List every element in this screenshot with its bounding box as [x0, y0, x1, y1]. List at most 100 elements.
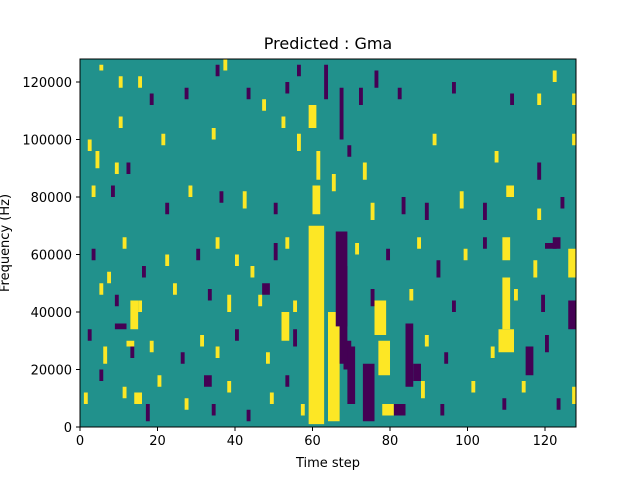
heatmap-cell	[541, 294, 546, 312]
heatmap-cell	[359, 87, 363, 105]
heatmap-cell	[424, 335, 429, 347]
heatmap-cell	[145, 404, 150, 422]
heatmap-cell	[223, 59, 228, 71]
heatmap-cell	[114, 323, 127, 330]
heatmap-cell	[502, 398, 507, 410]
heatmap-cell	[316, 151, 321, 180]
heatmap-cell	[122, 386, 127, 399]
heatmap-cell	[285, 375, 290, 387]
heatmap-cell	[452, 82, 456, 94]
heatmap-cell	[382, 404, 394, 416]
heatmap-cell	[552, 70, 557, 82]
x-tick-label: 120	[533, 434, 558, 449]
heatmap-cell	[246, 87, 251, 100]
heatmap-cell	[533, 260, 538, 278]
heatmap-cell	[572, 386, 577, 404]
heatmap-cell	[211, 128, 216, 140]
heatmap-cell	[149, 340, 154, 353]
heatmap-cell	[401, 197, 406, 215]
heatmap-cell	[281, 116, 286, 128]
heatmap-cell	[138, 300, 143, 312]
heatmap-cell	[537, 208, 542, 220]
heatmap-cell	[262, 283, 270, 295]
heatmap-cell	[180, 352, 185, 364]
y-tick-label: 60000	[31, 249, 72, 264]
y-tick-label: 100000	[22, 134, 72, 149]
heatmap-cell	[118, 76, 123, 88]
x-axis: 0 20 40 60 80 100 120	[76, 427, 558, 449]
heatmap-cell	[250, 266, 255, 278]
heatmap-cell	[393, 404, 406, 416]
heatmap-cell	[269, 392, 274, 404]
heatmap-cell	[281, 312, 290, 341]
chart-title: Predicted : Gma	[264, 34, 392, 53]
heatmap-cell	[556, 398, 561, 410]
x-tick-label: 80	[382, 434, 399, 449]
heatmap-cell	[537, 93, 542, 105]
heatmap-cell	[207, 289, 212, 301]
heatmap-cell	[235, 254, 239, 266]
heatmap-cell	[397, 87, 402, 100]
x-axis-label: Time step	[295, 456, 360, 471]
heatmap-cell	[572, 133, 577, 146]
heatmap-cell	[312, 185, 321, 215]
heatmap-cell	[103, 346, 108, 364]
heatmap-cell	[215, 64, 220, 77]
heatmap-cell	[386, 248, 391, 261]
heatmap-cell	[510, 93, 515, 105]
heatmap-cell	[483, 202, 487, 220]
heatmap-cell	[413, 363, 421, 381]
heatmap-cell	[545, 243, 557, 249]
heatmap-cell	[107, 271, 112, 284]
heatmap-cell	[297, 133, 301, 151]
plot-frame	[79, 58, 577, 428]
heatmap-cell	[552, 237, 561, 249]
heatmap-cell	[285, 237, 290, 249]
heatmap-cell	[297, 64, 301, 77]
heatmap-cell	[432, 133, 437, 146]
x-tick-label: 100	[455, 434, 480, 449]
heatmap-cell	[204, 375, 212, 387]
heatmap-cell	[118, 116, 123, 128]
heatmap-cell	[490, 346, 495, 358]
heatmap-cell	[339, 266, 348, 364]
heatmap-cell	[262, 99, 267, 111]
heatmap-cell	[483, 237, 487, 249]
heatmap-cell	[138, 76, 143, 88]
heatmap-cell	[246, 409, 251, 422]
heatmap-cell	[525, 346, 534, 376]
y-tick-label: 0	[64, 421, 72, 436]
heatmap-cell	[99, 64, 104, 71]
heatmap-cell	[328, 312, 340, 422]
y-tick-label: 120000	[22, 76, 72, 91]
heatmap-cell	[87, 139, 92, 151]
heatmap-cell	[235, 329, 239, 341]
heatmap-cell	[308, 225, 325, 425]
y-tick-label: 20000	[31, 364, 72, 379]
heatmap-cell	[506, 185, 514, 197]
y-axis: 0 20000 40000 60000 80000 100000 120000	[22, 76, 80, 436]
heatmap-cell	[459, 191, 464, 209]
heatmap-cell	[142, 266, 146, 278]
heatmap-cell	[114, 294, 119, 307]
heatmap-cell	[122, 237, 127, 249]
heatmap-cell	[424, 202, 429, 220]
heatmap-cell	[300, 404, 305, 416]
heatmap-cell	[111, 185, 115, 197]
heatmap-cell	[355, 243, 360, 255]
heatmap-cell	[440, 404, 445, 416]
heatmap-cell	[211, 404, 216, 416]
heatmap-cell	[568, 248, 576, 278]
heatmap-cell	[227, 381, 232, 393]
heatmap-cell	[514, 289, 518, 301]
heatmap-cell	[293, 329, 298, 347]
heatmap-cell	[91, 185, 96, 197]
heatmap-cell	[405, 323, 414, 387]
heatmap-cell	[130, 346, 135, 358]
heatmap-cell	[184, 398, 189, 410]
heatmap-cell	[378, 340, 391, 376]
heatmap-cell	[126, 162, 131, 174]
heatmap-cell	[362, 162, 367, 180]
heatmap-cell	[421, 381, 425, 399]
